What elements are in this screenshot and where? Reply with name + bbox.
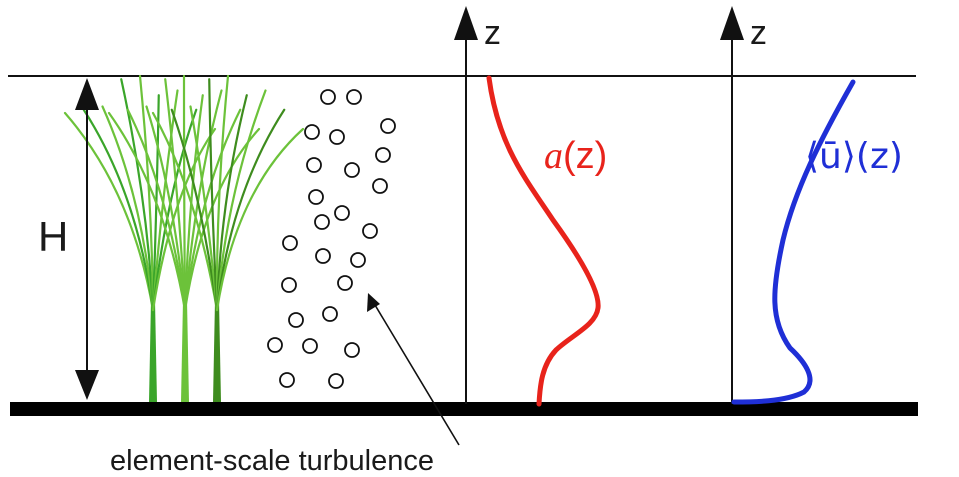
eddy-circle [279, 372, 295, 388]
turbulence-pointer-arrow [367, 293, 460, 446]
eddy-circle [304, 124, 320, 140]
seagrass-blade [183, 94, 204, 312]
density-curve-label: a(z) [544, 135, 607, 177]
seagrass-blade [145, 105, 187, 312]
seagrass-blade [208, 78, 219, 312]
seagrass-blade [170, 108, 219, 312]
eddy-circle [288, 312, 304, 328]
eddy-circle [329, 129, 345, 145]
seagrass-blade [215, 89, 267, 312]
seagrass-blade [215, 94, 248, 312]
seagrass-blade [151, 94, 160, 312]
z-axis-velocity [720, 6, 744, 404]
seagrass-blade [101, 105, 155, 312]
eddy-circle [320, 89, 336, 105]
seagrass-blade [215, 74, 230, 312]
seagrass-blade [189, 105, 219, 312]
height-label: H [38, 213, 68, 260]
eddy-circle [346, 89, 362, 105]
density-arg: (z) [563, 135, 607, 177]
eddy-circle [344, 162, 360, 178]
eddy-circle [308, 189, 324, 205]
z-axis-velocity-label: z [750, 14, 767, 52]
eddy-circle [344, 342, 360, 358]
z-axis-density-label: z [484, 14, 501, 52]
seagrass-blade [107, 111, 187, 312]
seagrass-blade [183, 89, 223, 312]
seagrass-blade [215, 127, 305, 312]
eddy-circle [267, 337, 283, 353]
height-dimension-arrow [75, 78, 99, 400]
eddy-circle [334, 205, 350, 221]
channel-bed [10, 402, 918, 416]
eddy-circle [375, 147, 391, 163]
eddy-circle [322, 306, 338, 322]
eddy-circle [282, 235, 298, 251]
eddy-circle [372, 178, 388, 194]
mean-velocity-profile-curve [731, 79, 856, 405]
eddy-circle [306, 157, 322, 173]
seagrass-blade [182, 74, 187, 312]
seagrass-blade [82, 108, 155, 312]
seagrass-stem [213, 300, 221, 402]
seagrass-blade [126, 108, 187, 312]
eddy-circle [328, 373, 344, 389]
eddy-circle [350, 252, 366, 268]
eddy-circle [315, 248, 331, 264]
seagrass-blade [138, 74, 155, 312]
seagrass-blade [63, 111, 155, 312]
turbulence-label: element-scale turbulence [110, 445, 434, 477]
seagrass-stem [181, 300, 189, 402]
seagrass-blade [151, 111, 219, 312]
seagrass-stem [149, 300, 157, 402]
velocity-func-symbol: ⟨ū⟩ [805, 136, 856, 177]
velocity-curve-label: ⟨ū⟩(z) [805, 136, 903, 177]
eddy-circle [362, 223, 378, 239]
eddy-circle [302, 338, 318, 354]
eddy-circle [337, 275, 353, 291]
turbulent-eddy-circles-icon [267, 89, 396, 389]
eddy-circle [281, 277, 297, 293]
seagrass-blade [215, 108, 286, 312]
eddy-circle [380, 118, 396, 134]
density-func-symbol: a [544, 135, 563, 177]
frontal-area-density-curve [486, 75, 601, 407]
velocity-arg: (z) [856, 136, 903, 177]
seagrass-blade [164, 78, 187, 312]
z-axis-density [454, 6, 478, 404]
seagrass-stems-icon [63, 74, 305, 402]
eddy-circle [314, 214, 330, 230]
